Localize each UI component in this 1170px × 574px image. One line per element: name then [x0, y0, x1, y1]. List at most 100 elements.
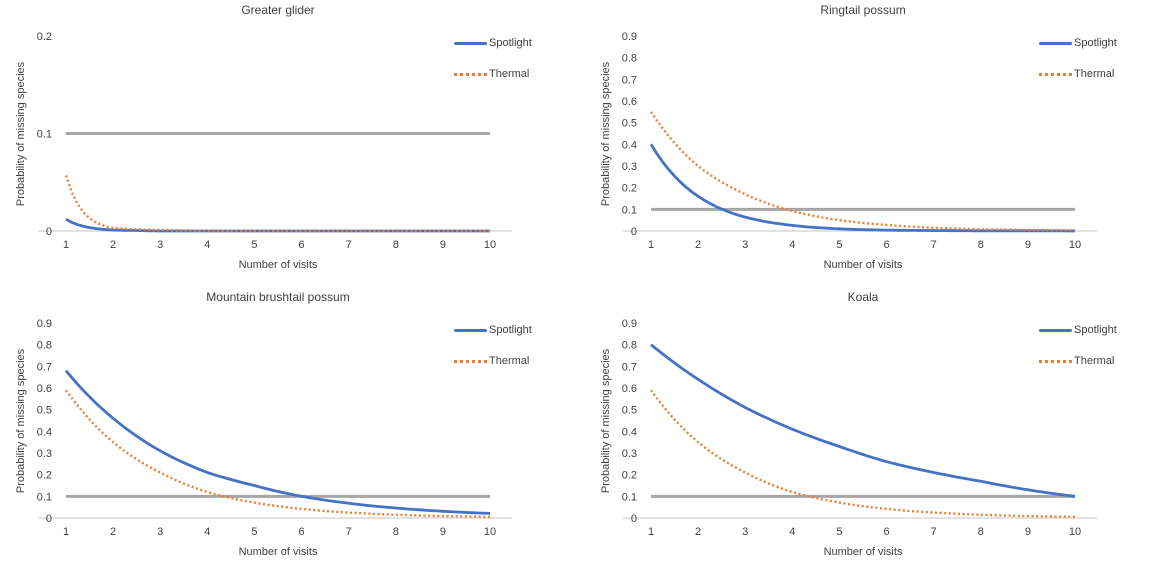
legend-item-thermal: Thermal [454, 355, 532, 367]
y-tick-label: 0.9 [622, 318, 637, 330]
x-tick-label: 10 [1069, 239, 1081, 251]
legend-label: Thermal [489, 355, 530, 367]
x-tick-label: 4 [789, 239, 795, 251]
legend-label: Thermal [1074, 68, 1115, 80]
chart-plot-area: 0 0.1 0.2 1 2 3 4 5 6 7 8 9 10 [37, 31, 512, 251]
chart-plot-area: 0 0.1 0.2 0.3 0.4 0.5 0.6 0.7 0.8 0.9 1 2 3 4 5 6 7 8 9 10 [37, 318, 512, 538]
x-tick-label: 8 [978, 526, 984, 538]
legend-label: Thermal [1074, 355, 1115, 367]
x-tick-label: 3 [157, 526, 163, 538]
legend: Spotlight Thermal [1039, 324, 1117, 367]
legend-item-spotlight: Spotlight [454, 37, 532, 49]
y-tick-label: 0.2 [37, 31, 52, 43]
y-tick-label: 0.7 [622, 74, 637, 86]
x-tick-label: 10 [484, 239, 496, 251]
y-tick-label: 0.3 [37, 448, 52, 460]
legend-label: Spotlight [489, 37, 532, 49]
spotlight-line-swatch [454, 41, 487, 45]
x-tick-label: 4 [204, 239, 210, 251]
x-tick-label: 3 [742, 526, 748, 538]
chart-panel-greater-glider: Greater glider Probability of missing sp… [0, 0, 585, 287]
x-tick-label: 6 [883, 239, 889, 251]
chart-title: Koala [847, 290, 879, 304]
x-tick-label: 1 [63, 239, 69, 251]
x-tick-label: 5 [251, 526, 257, 538]
x-tick-label: 6 [883, 526, 889, 538]
y-tick-label: 0.7 [622, 361, 637, 373]
chart-plot-area: 0 0.1 0.2 0.3 0.4 0.5 0.6 0.7 0.8 0.9 1 2 3 4 5 6 7 8 9 10 [622, 31, 1097, 251]
x-tick-label: 2 [695, 239, 701, 251]
chart-panel-koala: Koala Probability of missing species 0 0.… [585, 287, 1170, 574]
series-line-thermal [65, 389, 491, 519]
x-tick-label: 3 [742, 239, 748, 251]
chart-title: Mountain brushtail possum [206, 290, 350, 304]
series-line-thermal [64, 175, 490, 233]
x-axis-label: Number of visits [823, 259, 903, 271]
y-tick-label: 0.6 [37, 383, 52, 395]
y-tick-label: 0.7 [37, 361, 52, 373]
x-tick-label: 5 [836, 239, 842, 251]
legend-item-thermal: Thermal [1039, 68, 1117, 80]
spotlight-line-swatch [1039, 41, 1072, 45]
y-tick-label: 0.1 [37, 129, 52, 141]
y-tick-label: 0.5 [622, 405, 637, 417]
x-tick-label: 5 [251, 239, 257, 251]
thermal-line-swatch [454, 359, 487, 363]
series-line-spotlight [65, 218, 490, 233]
y-tick-label: 0.3 [622, 161, 637, 173]
legend-label: Spotlight [1074, 37, 1117, 49]
y-tick-label: 0 [46, 513, 52, 525]
y-tick-label: 0.5 [622, 118, 637, 130]
chart-title: Greater glider [241, 3, 315, 17]
legend-label: Thermal [489, 68, 530, 80]
x-tick-label: 8 [393, 239, 399, 251]
y-tick-label: 0.4 [622, 139, 637, 151]
y-tick-label: 0.1 [37, 491, 52, 503]
y-tick-label: 0.4 [37, 426, 52, 438]
thermal-line-swatch [1039, 72, 1072, 76]
x-tick-label: 7 [931, 526, 937, 538]
x-tick-label: 1 [648, 526, 654, 538]
x-tick-label: 2 [695, 526, 701, 538]
y-tick-label: 0.4 [622, 426, 637, 438]
series-line-thermal [650, 389, 1076, 519]
x-tick-label: 2 [110, 526, 116, 538]
x-tick-label: 10 [484, 526, 496, 538]
x-tick-label: 9 [1025, 239, 1031, 251]
x-tick-label: 9 [440, 239, 446, 251]
y-tick-label: 0.5 [37, 405, 52, 417]
legend: Spotlight Thermal [454, 324, 532, 367]
y-tick-label: 0.8 [622, 340, 637, 352]
x-tick-label: 1 [648, 239, 654, 251]
x-axis-label: Number of visits [238, 546, 318, 558]
legend-item-spotlight: Spotlight [1039, 37, 1117, 49]
x-tick-label: 7 [931, 239, 937, 251]
y-tick-label: 0 [46, 226, 52, 238]
y-tick-label: 0.8 [622, 53, 637, 65]
y-tick-label: 0 [631, 226, 637, 238]
x-tick-label: 1 [63, 526, 69, 538]
series-line-spotlight [649, 143, 1075, 233]
y-tick-label: 0.6 [622, 96, 637, 108]
y-tick-label: 0.8 [37, 340, 52, 352]
x-tick-label: 8 [393, 526, 399, 538]
thermal-line-swatch [1039, 359, 1072, 363]
legend-item-spotlight: Spotlight [1039, 324, 1117, 336]
spotlight-line-swatch [454, 328, 487, 332]
chart-panel-ringtail-possum: Ringtail possum Probability of missing s… [585, 0, 1170, 287]
x-axis-label: Number of visits [823, 546, 903, 558]
y-tick-label: 0.9 [37, 318, 52, 330]
spotlight-line-swatch [1039, 328, 1072, 332]
y-tick-label: 0.9 [622, 31, 637, 43]
x-tick-label: 5 [836, 526, 842, 538]
y-tick-label: 0.2 [622, 183, 637, 195]
x-tick-label: 2 [110, 239, 116, 251]
y-tick-label: 0.2 [622, 470, 637, 482]
x-tick-label: 9 [440, 526, 446, 538]
series-line-spotlight [650, 343, 1076, 498]
x-axis-label: Number of visits [238, 259, 318, 271]
x-tick-label: 6 [298, 239, 304, 251]
series-line-thermal [650, 111, 1075, 232]
x-tick-label: 8 [978, 239, 984, 251]
